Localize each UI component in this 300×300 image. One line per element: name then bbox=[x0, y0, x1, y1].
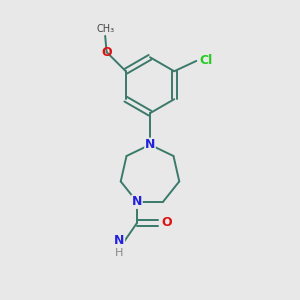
Text: N: N bbox=[114, 234, 124, 247]
Text: N: N bbox=[145, 138, 155, 151]
Text: H: H bbox=[115, 248, 124, 258]
Text: O: O bbox=[162, 217, 172, 230]
Text: CH₃: CH₃ bbox=[96, 23, 114, 34]
Text: N: N bbox=[132, 195, 142, 208]
Text: Cl: Cl bbox=[200, 54, 213, 68]
Text: O: O bbox=[101, 46, 112, 59]
